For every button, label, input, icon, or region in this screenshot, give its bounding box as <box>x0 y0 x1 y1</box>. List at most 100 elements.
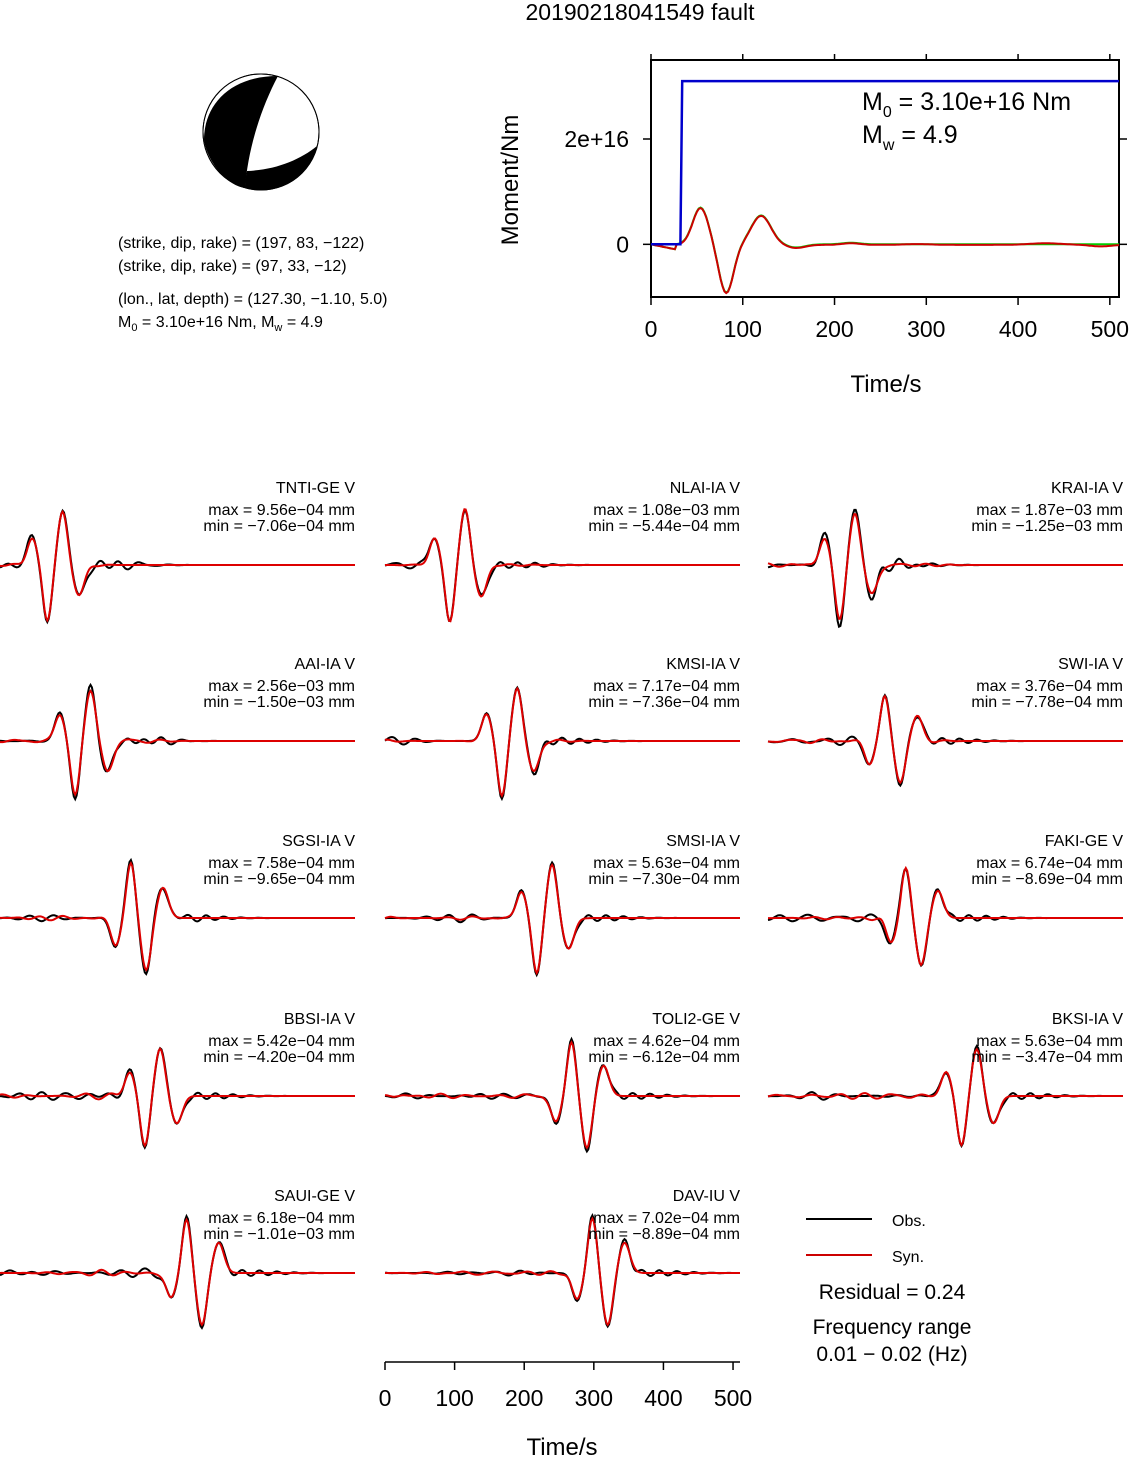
station-max: max = 7.17e−04 mm <box>593 678 740 695</box>
moment-ylabel: Moment/Nm <box>497 115 524 246</box>
nodal-plane-1: (strike, dip, rake) = (197, 83, −122) <box>118 235 364 252</box>
waveform-xtick-label: 200 <box>505 1385 543 1411</box>
moment-axes: 0 100 200 300 400 500 0 2e+16 <box>564 54 1129 342</box>
station-min: min = −7.30e−04 mm <box>588 871 740 888</box>
station-name: DAV-IU V <box>673 1188 741 1205</box>
waveform-xtick-label: 500 <box>714 1385 752 1411</box>
frequency-range-value: 0.01 − 0.02 (Hz) <box>816 1343 967 1366</box>
residual-label: Residual = 0.24 <box>819 1281 966 1304</box>
frequency-range-title: Frequency range <box>813 1316 972 1339</box>
station-min: min = −8.69e−04 mm <box>971 871 1123 888</box>
syn-waveform <box>385 508 740 623</box>
moment-xlabel: Time/s <box>850 371 921 398</box>
figure-title: 20190218041549 fault <box>526 0 756 25</box>
station-min: min = −7.36e−04 mm <box>588 694 740 711</box>
station-min: min = −6.12e−04 mm <box>588 1049 740 1066</box>
waveform-xtick-label: 400 <box>644 1385 682 1411</box>
waveform-time-axis: 0 100 200 300 400 500 <box>379 1361 752 1411</box>
moment-xtick-label: 400 <box>999 316 1037 342</box>
station-max: max = 7.02e−04 mm <box>593 1210 740 1227</box>
syn-waveform <box>384 686 740 798</box>
station-min: min = −1.25e−03 mm <box>971 518 1123 535</box>
station-max: max = 5.63e−04 mm <box>976 1033 1123 1050</box>
syn-waveform <box>0 689 355 797</box>
station-max: max = 9.56e−04 mm <box>208 502 355 519</box>
syn-waveform <box>0 1047 355 1148</box>
station-name: AAI-IA V <box>295 656 356 673</box>
moment-ytick-label: 0 <box>616 231 629 257</box>
moment-xtick-label: 0 <box>645 316 658 342</box>
station-max: max = 3.76e−04 mm <box>976 678 1123 695</box>
focal-mechanism-beachball <box>202 73 320 191</box>
syn-waveform <box>0 1217 355 1327</box>
syn-waveform <box>384 1040 740 1150</box>
station-max: max = 4.62e−04 mm <box>593 1033 740 1050</box>
station-max: max = 7.58e−04 mm <box>208 855 355 872</box>
moment-annotation-mw: Mw = 4.9 <box>862 121 958 154</box>
station-name: SWI-IA V <box>1058 656 1123 673</box>
syn-waveform <box>0 860 355 972</box>
syn-waveform <box>767 1047 1123 1148</box>
station-name: KRAI-IA V <box>1051 480 1123 497</box>
station-max: max = 5.63e−04 mm <box>593 855 740 872</box>
station-name: SAUI-GE V <box>274 1188 355 1205</box>
syn-waveform <box>385 1216 740 1327</box>
syn-waveform <box>0 509 355 623</box>
moment-rate-obs-line <box>650 206 1120 295</box>
station-min: min = −3.47e−04 mm <box>971 1049 1123 1066</box>
station-name: NLAI-IA V <box>670 480 741 497</box>
station-max: max = 1.87e−03 mm <box>976 502 1123 519</box>
moment-annotation-m0: M0 = 3.10e+16 Nm <box>862 88 1071 121</box>
moment-xtick-label: 500 <box>1091 316 1129 342</box>
station-min: min = −7.78e−04 mm <box>971 694 1123 711</box>
station-max: max = 5.42e−04 mm <box>208 1033 355 1050</box>
station-min: min = −1.01e−03 mm <box>203 1226 355 1243</box>
station-min: min = −4.20e−04 mm <box>203 1049 355 1066</box>
legend: Obs. Syn. Residual = 0.24 Frequency rang… <box>806 1213 971 1366</box>
nodal-plane-2: (strike, dip, rake) = (97, 33, −12) <box>118 258 347 275</box>
station-name: FAKI-GE V <box>1045 833 1124 850</box>
station-name: BBSI-IA V <box>284 1011 355 1028</box>
station-name: SMSI-IA V <box>666 833 740 850</box>
syn-waveform <box>767 512 1123 620</box>
station-max: max = 6.18e−04 mm <box>208 1210 355 1227</box>
station-min: min = −5.44e−04 mm <box>588 518 740 535</box>
syn-waveform <box>768 865 1123 967</box>
station-min: min = −9.65e−04 mm <box>203 871 355 888</box>
station-max: max = 1.08e−03 mm <box>593 502 740 519</box>
station-min: min = −8.89e−04 mm <box>588 1226 740 1243</box>
station-max: max = 6.74e−04 mm <box>976 855 1123 872</box>
legend-obs-label: Obs. <box>892 1213 926 1230</box>
station-name: KMSI-IA V <box>666 656 740 673</box>
source-info: (strike, dip, rake) = (197, 83, −122) (s… <box>118 235 388 334</box>
moment-xtick-label: 300 <box>907 316 945 342</box>
syn-waveform <box>768 694 1123 785</box>
station-min: min = −7.06e−04 mm <box>203 518 355 535</box>
moment-ytick-label: 2e+16 <box>564 126 629 152</box>
syn-waveform <box>384 863 740 976</box>
station-min: min = −1.50e−03 mm <box>203 694 355 711</box>
waveform-xtick-label: 0 <box>379 1385 392 1411</box>
legend-syn-label: Syn. <box>892 1249 924 1266</box>
waveform-xtick-label: 100 <box>435 1385 473 1411</box>
station-name: TNTI-GE V <box>276 480 355 497</box>
station-max: max = 2.56e−03 mm <box>208 678 355 695</box>
waveform-xtick-label: 300 <box>575 1385 613 1411</box>
hypocenter: (lon., lat, depth) = (127.30, −1.10, 5.0… <box>118 291 388 308</box>
cumulative-moment-line <box>651 79 1119 246</box>
